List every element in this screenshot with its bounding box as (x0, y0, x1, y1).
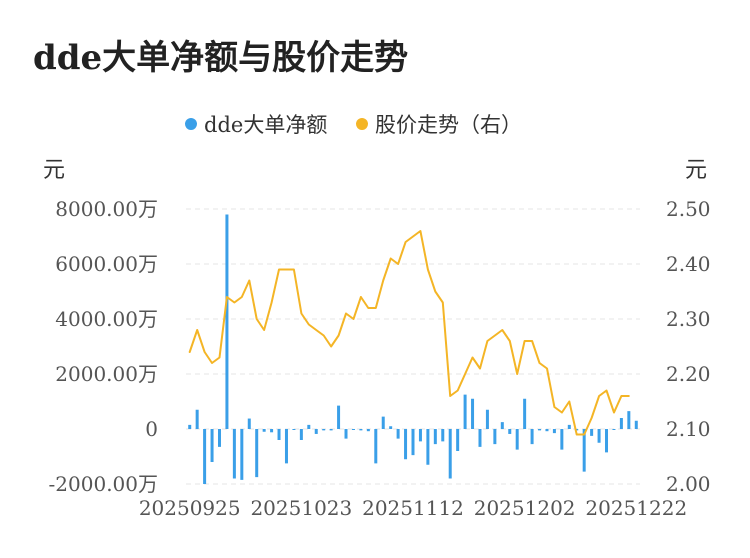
x-tick-label: 20251222 (585, 496, 687, 520)
bar (493, 429, 497, 445)
bar (485, 409, 489, 429)
bar (203, 429, 207, 484)
bar (188, 424, 192, 429)
right-axis-unit: 元 (685, 158, 707, 183)
bar (307, 424, 311, 429)
bar (515, 429, 519, 450)
bar (359, 429, 363, 431)
right-tick-label: 2.20 (666, 362, 711, 386)
bar (284, 429, 288, 464)
bar (619, 418, 623, 429)
right-tick-label: 2.30 (666, 307, 711, 331)
left-tick-label: 0 (145, 417, 158, 441)
bar (463, 394, 467, 429)
bar (448, 429, 452, 479)
x-axis-ticks: 20250925 20251023 20251112 20251202 20251222 (139, 496, 687, 520)
bar (217, 429, 221, 447)
left-tick-label: 4000.00万 (55, 307, 158, 331)
x-tick-label: 20250925 (139, 496, 241, 520)
left-axis-unit: 元 (43, 158, 65, 183)
bar (605, 429, 609, 453)
bar (567, 424, 571, 429)
bar (337, 405, 341, 429)
line-series (188, 230, 630, 436)
x-tick-label: 20251112 (362, 496, 464, 520)
bar (597, 429, 601, 443)
bar (195, 409, 199, 429)
bar (456, 429, 460, 451)
bar (396, 429, 400, 439)
bar (389, 426, 393, 429)
bar (277, 429, 281, 440)
bar (634, 420, 638, 429)
right-tick-label: 2.10 (666, 417, 711, 441)
right-axis-ticks: 2.00 2.10 2.20 2.30 2.40 2.50 (666, 197, 711, 496)
bar (545, 429, 549, 432)
right-tick-label: 2.50 (666, 197, 711, 221)
bar (560, 429, 564, 450)
legend-label-2: 股价走势（右） (375, 113, 522, 137)
x-tick-label: 20251202 (474, 496, 576, 520)
bar (575, 429, 579, 431)
bar (299, 429, 303, 440)
bar (225, 214, 229, 429)
bar (344, 429, 348, 439)
bar (508, 429, 512, 434)
bar (530, 429, 534, 445)
bar (366, 429, 370, 432)
bar (314, 429, 318, 434)
bar (523, 398, 527, 429)
bar (404, 429, 408, 460)
right-tick-label: 2.40 (666, 252, 711, 276)
bar (582, 429, 586, 472)
bar (232, 429, 236, 479)
legend-marker-1 (185, 118, 197, 130)
bar (322, 429, 326, 431)
right-tick-label: 2.00 (666, 472, 711, 496)
x-tick-label: 20251023 (250, 496, 352, 520)
bar (255, 429, 259, 478)
price-line (188, 230, 630, 436)
bar (329, 429, 333, 431)
bar (538, 429, 542, 431)
bar (262, 429, 266, 432)
bar-series (188, 214, 638, 484)
left-tick-label: 6000.00万 (55, 252, 158, 276)
bar (433, 429, 437, 445)
bar (552, 429, 556, 434)
page-title: dde大单净额与股价走势 (33, 38, 409, 78)
bar (590, 429, 594, 436)
bar (411, 429, 415, 456)
left-axis-ticks: -2000.00万 0 2000.00万 4000.00万 6000.00万 8000.0… (49, 197, 158, 496)
legend-label-1: dde大单净额 (204, 113, 327, 137)
legend-marker-2 (356, 118, 368, 130)
bar (426, 429, 430, 465)
bar (478, 429, 482, 447)
bar (471, 398, 475, 429)
bar (441, 429, 445, 442)
bar (247, 418, 251, 429)
bar (500, 422, 504, 429)
left-tick-label: 2000.00万 (55, 362, 158, 386)
bar (627, 411, 631, 429)
left-tick-label: -2000.00万 (49, 472, 158, 496)
bar (381, 416, 385, 429)
bar (612, 429, 616, 430)
bar (351, 429, 355, 430)
bar (240, 429, 244, 480)
bar (210, 429, 214, 462)
bar (292, 429, 296, 430)
bar (374, 429, 378, 464)
left-tick-label: 8000.00万 (55, 197, 158, 221)
bar (270, 429, 274, 433)
legend: dde大单净额 股价走势（右） (185, 113, 522, 137)
bar (418, 429, 422, 442)
